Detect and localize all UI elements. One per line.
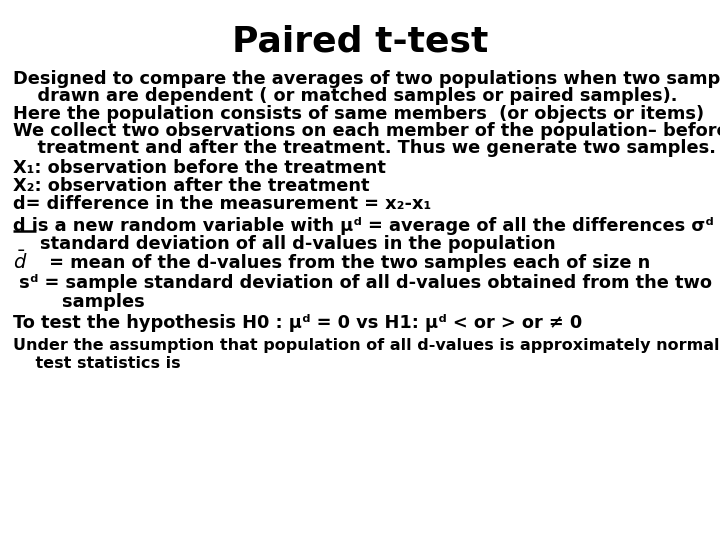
Text: $\bar{d}$: $\bar{d}$ — [13, 250, 27, 273]
Text: Here the population consists of same members  (or objects or items): Here the population consists of same mem… — [13, 105, 704, 123]
Text: test statistics is: test statistics is — [13, 356, 181, 372]
Text: d= difference in the measurement = x₂-x₁: d= difference in the measurement = x₂-x₁ — [13, 195, 431, 213]
Text: We collect two observations on each member of the population– before the: We collect two observations on each memb… — [13, 122, 720, 140]
Text: = mean of the d-values from the two samples each of size n: = mean of the d-values from the two samp… — [43, 254, 650, 272]
Text: samples: samples — [13, 293, 145, 310]
Text: X₂: observation after the treatment: X₂: observation after the treatment — [13, 177, 369, 195]
Text: X₁: observation before the treatment: X₁: observation before the treatment — [13, 159, 386, 177]
Text: treatment and after the treatment. Thus we generate two samples.: treatment and after the treatment. Thus … — [13, 139, 716, 157]
Text: Designed to compare the averages of two populations when two samples: Designed to compare the averages of two … — [13, 70, 720, 88]
Text: To test the hypothesis H0 : μᵈ = 0 vs H1: μᵈ < or > or ≠ 0: To test the hypothesis H0 : μᵈ = 0 vs H1… — [13, 314, 582, 332]
Text: sᵈ = sample standard deviation of all d-values obtained from the two: sᵈ = sample standard deviation of all d-… — [13, 274, 712, 292]
Text: d is a new random variable with μᵈ = average of all the differences σᵈ =: d is a new random variable with μᵈ = ave… — [13, 217, 720, 235]
Text: Paired t-test: Paired t-test — [232, 24, 488, 58]
Text: Under the assumption that population of all d-values is approximately normal, th: Under the assumption that population of … — [13, 338, 720, 353]
Text: standard deviation of all d-values in the population: standard deviation of all d-values in th… — [40, 235, 556, 253]
Text: drawn are dependent ( or matched samples or paired samples).: drawn are dependent ( or matched samples… — [13, 87, 678, 105]
